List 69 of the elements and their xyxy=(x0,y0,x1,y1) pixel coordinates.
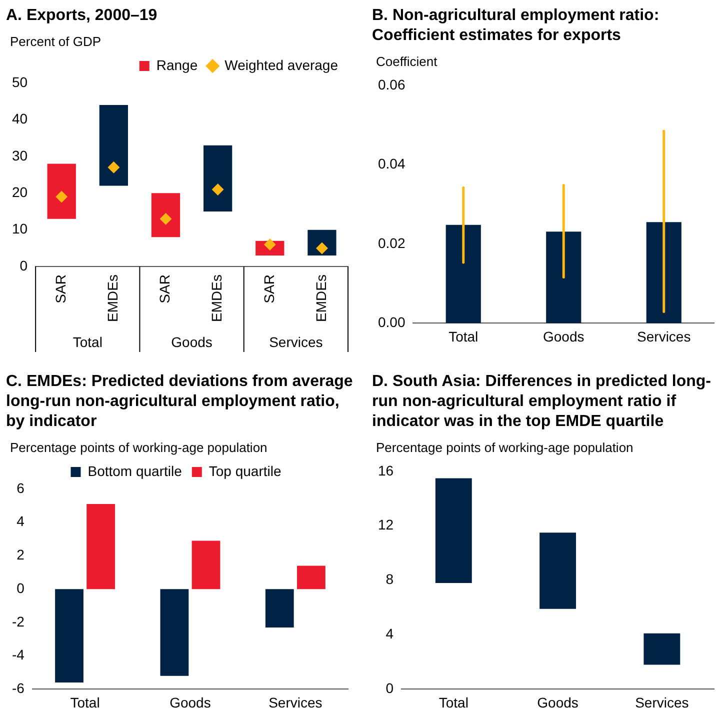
legend-label: Weighted average xyxy=(224,56,338,73)
x-tick-label: SAR xyxy=(52,274,68,304)
y-tick-label: 0 xyxy=(16,580,25,596)
bar xyxy=(151,193,180,238)
x-tick-label: Goods xyxy=(543,328,584,344)
bar xyxy=(204,145,232,212)
chart-title: C. EMDEs: Predicted deviations from average long-run non-agricultural employment ratio, by indicator xyxy=(6,372,354,432)
bar xyxy=(646,222,682,324)
bar xyxy=(446,224,481,324)
point xyxy=(212,183,224,196)
x-tick-label: Total xyxy=(438,694,468,710)
bar xyxy=(540,532,576,609)
y-tick-label: -2 xyxy=(12,613,25,630)
y-tick-label: 30 xyxy=(12,147,28,164)
bar xyxy=(192,540,220,590)
chart-title: D. South Asia: Differences in predicted long-run non-agricultural employment ratio if indicator was in the top EMDE quartile xyxy=(372,372,712,432)
y-tick-label: 20 xyxy=(12,184,28,200)
y-tick-label: 4 xyxy=(16,513,25,530)
y-tick-label: 0.06 xyxy=(378,76,406,92)
chart-title: A. Exports, 2000–19 xyxy=(6,6,158,26)
y-tick-label: 0.02 xyxy=(378,234,406,251)
x-tick-label: SAR xyxy=(156,274,173,304)
x-tick-label: Services xyxy=(268,694,322,710)
x-tick-label: Total xyxy=(448,328,478,344)
y-tick-label: 6 xyxy=(16,480,25,496)
y-axis-title: Percentage points of working-age population xyxy=(376,440,634,455)
y-tick-label: 16 xyxy=(378,462,394,478)
y-tick-label: 2 xyxy=(16,546,25,563)
y-axis-title: Percentage points of working-age population xyxy=(10,440,268,455)
x-tick-label: EMDEs xyxy=(208,274,225,322)
y-tick-label: 0.00 xyxy=(378,314,406,330)
legend-label: Range xyxy=(156,56,198,73)
y-tick-label: 8 xyxy=(386,571,394,588)
bar xyxy=(47,164,76,219)
y-tick-label: -4 xyxy=(12,646,25,663)
bar xyxy=(546,232,582,324)
chart-title: B. Non-agricultural employment ratio: Coefficient estimates for exports xyxy=(372,6,660,46)
y-tick-label: 0.04 xyxy=(378,156,406,172)
x-tick-label: Total xyxy=(70,694,100,710)
y-axis-title: Coefficient xyxy=(376,54,438,69)
y-tick-label: 12 xyxy=(378,516,394,533)
legend-label: Top quartile xyxy=(208,462,282,479)
bar xyxy=(86,504,116,590)
point xyxy=(56,190,68,203)
y-tick-label: 10 xyxy=(12,220,28,237)
bar xyxy=(644,633,680,665)
x-tick-label: Services xyxy=(637,328,691,344)
y-tick-label: 50 xyxy=(12,74,28,90)
point xyxy=(108,161,120,174)
bar xyxy=(435,478,472,584)
bar xyxy=(308,230,336,256)
y-tick-label: 40 xyxy=(12,110,28,127)
x-tick-label: Goods xyxy=(537,694,578,710)
bar xyxy=(160,589,189,676)
x-tick-label: Goods xyxy=(170,694,211,710)
x-tick-label: EMDEs xyxy=(104,274,121,322)
bar xyxy=(296,566,326,590)
x-tick-label: SAR xyxy=(260,274,277,304)
bar xyxy=(99,105,128,186)
legend-label: Bottom quartile xyxy=(88,462,182,479)
x-tick-label: Services xyxy=(635,694,689,710)
y-tick-label: 4 xyxy=(386,626,394,642)
bar xyxy=(55,589,84,683)
y-tick-label: -6 xyxy=(12,680,25,696)
bar xyxy=(265,589,294,628)
x-tick-label: EMDEs xyxy=(312,274,329,322)
y-tick-label: 0 xyxy=(20,257,28,274)
y-tick-label: 0 xyxy=(386,680,394,696)
y-axis-title: Percent of GDP xyxy=(10,34,102,49)
